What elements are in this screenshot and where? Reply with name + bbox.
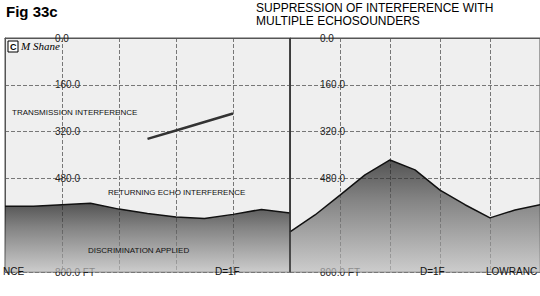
svg-text:TRANSMISSION INTERFERENCE: TRANSMISSION INTERFERENCE bbox=[12, 108, 137, 117]
svg-text:C: C bbox=[10, 42, 17, 52]
svg-text:NCE: NCE bbox=[3, 266, 24, 277]
svg-text:160.0: 160.0 bbox=[320, 79, 345, 90]
svg-text:160.0: 160.0 bbox=[55, 79, 80, 90]
svg-text:D=1F: D=1F bbox=[420, 266, 445, 277]
svg-text:Fig 33c: Fig 33c bbox=[6, 3, 58, 20]
svg-text:480.0: 480.0 bbox=[55, 173, 80, 184]
svg-text:0.0: 0.0 bbox=[55, 32, 69, 44]
svg-text:D=1F: D=1F bbox=[215, 266, 240, 277]
svg-text:320.0: 320.0 bbox=[55, 126, 80, 137]
svg-text:0.0: 0.0 bbox=[320, 33, 334, 44]
svg-text:RETURNING ECHO INTERFERENCE: RETURNING ECHO INTERFERENCE bbox=[108, 188, 245, 197]
svg-text:LOWRANC: LOWRANC bbox=[486, 266, 537, 277]
svg-text:MULTIPLE ECHOSOUNDERS: MULTIPLE ECHOSOUNDERS bbox=[256, 14, 420, 28]
svg-text:SUPPRESSION OF INTERFERENCE WI: SUPPRESSION OF INTERFERENCE WITH bbox=[256, 1, 493, 15]
svg-text:320.0: 320.0 bbox=[320, 126, 345, 137]
svg-text:M Shane: M Shane bbox=[20, 40, 60, 52]
svg-text:480.0: 480.0 bbox=[320, 173, 345, 184]
svg-text:DISCRIMINATION APPLIED: DISCRIMINATION APPLIED bbox=[88, 246, 189, 255]
